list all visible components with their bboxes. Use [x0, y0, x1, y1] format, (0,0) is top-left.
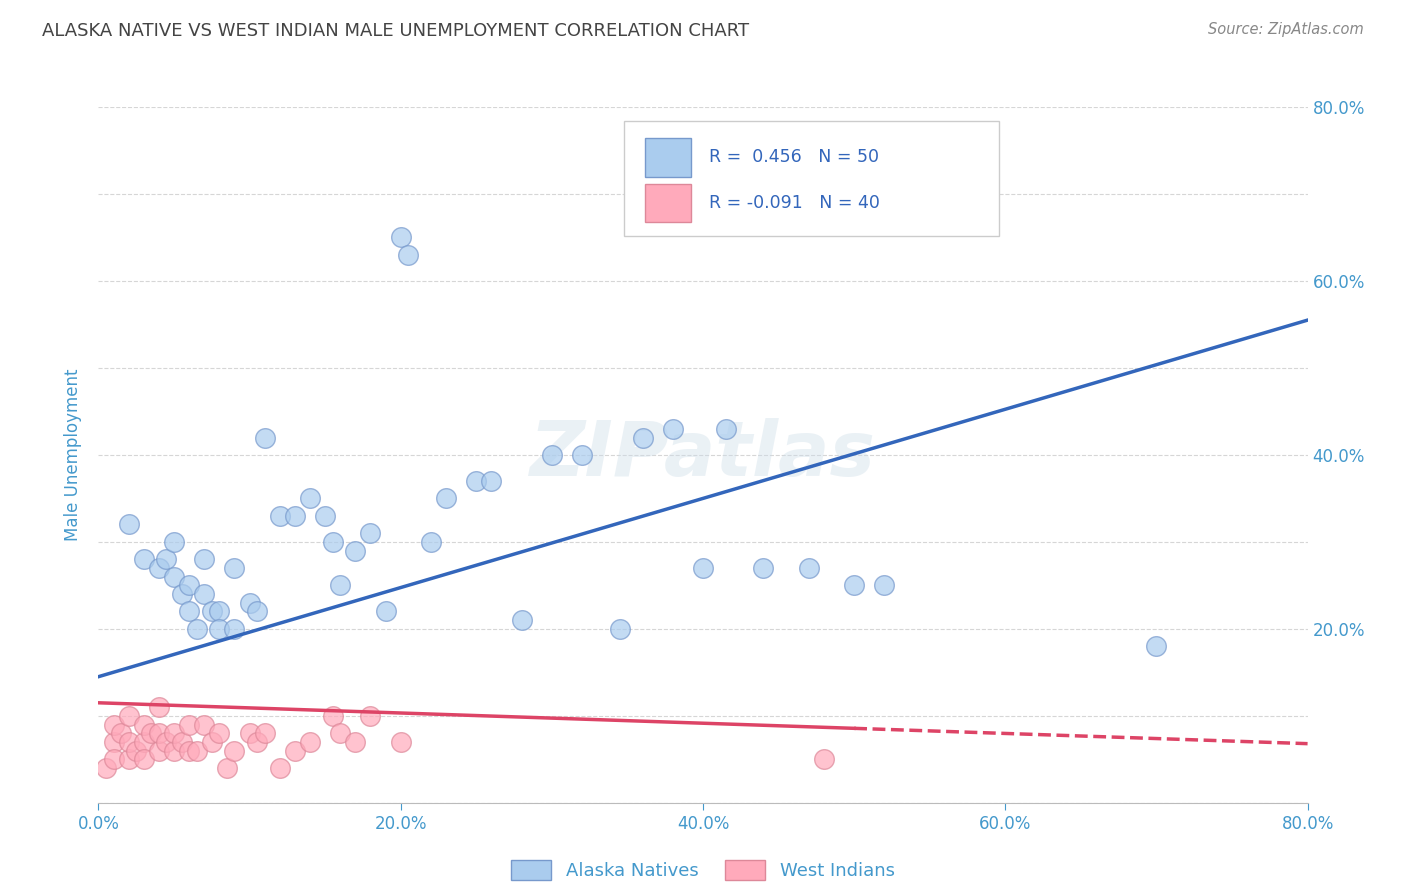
- Point: [132, 752, 155, 766]
- Point: [208, 605, 231, 619]
- Point: [103, 735, 125, 749]
- Point: [193, 552, 215, 566]
- Point: [269, 761, 291, 775]
- Point: [873, 578, 896, 592]
- Point: [540, 448, 562, 462]
- Point: [253, 431, 276, 445]
- Point: [118, 752, 141, 766]
- Point: [481, 474, 503, 488]
- Point: [224, 744, 246, 758]
- Point: [269, 508, 291, 523]
- Bar: [645, 184, 690, 222]
- Point: [132, 735, 155, 749]
- Point: [246, 735, 269, 749]
- Point: [631, 431, 654, 445]
- Point: [299, 491, 322, 506]
- Text: Source: ZipAtlas.com: Source: ZipAtlas.com: [1208, 22, 1364, 37]
- Point: [215, 761, 238, 775]
- Point: [246, 605, 269, 619]
- Point: [118, 517, 141, 532]
- Point: [360, 708, 382, 723]
- Point: [314, 508, 336, 523]
- Point: [163, 570, 186, 584]
- Point: [692, 561, 714, 575]
- Point: [396, 248, 419, 262]
- Point: [170, 587, 193, 601]
- Point: [434, 491, 457, 506]
- Point: [1144, 639, 1167, 653]
- Point: [752, 561, 775, 575]
- Point: [329, 726, 352, 740]
- Point: [344, 543, 367, 558]
- Point: [110, 726, 132, 740]
- Point: [299, 735, 322, 749]
- Point: [179, 744, 201, 758]
- Point: [170, 735, 193, 749]
- Point: [284, 744, 307, 758]
- Point: [94, 761, 117, 775]
- Point: [208, 726, 231, 740]
- Point: [322, 708, 344, 723]
- Point: [132, 552, 155, 566]
- Point: [132, 717, 155, 731]
- Text: ALASKA NATIVE VS WEST INDIAN MALE UNEMPLOYMENT CORRELATION CHART: ALASKA NATIVE VS WEST INDIAN MALE UNEMPL…: [42, 22, 749, 40]
- Text: ZIPatlas: ZIPatlas: [530, 418, 876, 491]
- Point: [103, 717, 125, 731]
- Point: [208, 622, 231, 636]
- Legend: Alaska Natives, West Indians: Alaska Natives, West Indians: [505, 853, 901, 888]
- Point: [155, 552, 177, 566]
- Point: [163, 726, 186, 740]
- Point: [239, 596, 262, 610]
- Point: [284, 508, 307, 523]
- Point: [193, 587, 215, 601]
- Point: [360, 526, 382, 541]
- Point: [609, 622, 631, 636]
- Point: [322, 534, 344, 549]
- Point: [186, 622, 208, 636]
- Text: R = -0.091   N = 40: R = -0.091 N = 40: [709, 194, 880, 211]
- Point: [118, 735, 141, 749]
- Point: [797, 561, 820, 575]
- Point: [253, 726, 276, 740]
- Point: [186, 744, 208, 758]
- Point: [163, 744, 186, 758]
- Point: [118, 708, 141, 723]
- Point: [374, 605, 396, 619]
- FancyBboxPatch shape: [624, 121, 1000, 235]
- Point: [571, 448, 593, 462]
- Point: [389, 230, 412, 244]
- Point: [224, 561, 246, 575]
- Bar: [645, 138, 690, 177]
- Point: [179, 578, 201, 592]
- Point: [155, 735, 177, 749]
- Point: [714, 422, 737, 436]
- Point: [389, 735, 412, 749]
- Point: [224, 622, 246, 636]
- Point: [510, 613, 533, 627]
- Text: R =  0.456   N = 50: R = 0.456 N = 50: [709, 148, 879, 167]
- Point: [329, 578, 352, 592]
- Point: [201, 605, 224, 619]
- Point: [148, 561, 170, 575]
- Point: [179, 717, 201, 731]
- Point: [813, 752, 835, 766]
- Point: [344, 735, 367, 749]
- Point: [179, 605, 201, 619]
- Point: [103, 752, 125, 766]
- Point: [201, 735, 224, 749]
- Point: [465, 474, 488, 488]
- Point: [148, 700, 170, 714]
- Point: [141, 726, 163, 740]
- Point: [420, 534, 443, 549]
- Point: [163, 534, 186, 549]
- Point: [193, 717, 215, 731]
- Y-axis label: Male Unemployment: Male Unemployment: [65, 368, 83, 541]
- Point: [239, 726, 262, 740]
- Point: [844, 578, 866, 592]
- Point: [148, 726, 170, 740]
- Point: [148, 744, 170, 758]
- Point: [125, 744, 148, 758]
- Point: [662, 422, 685, 436]
